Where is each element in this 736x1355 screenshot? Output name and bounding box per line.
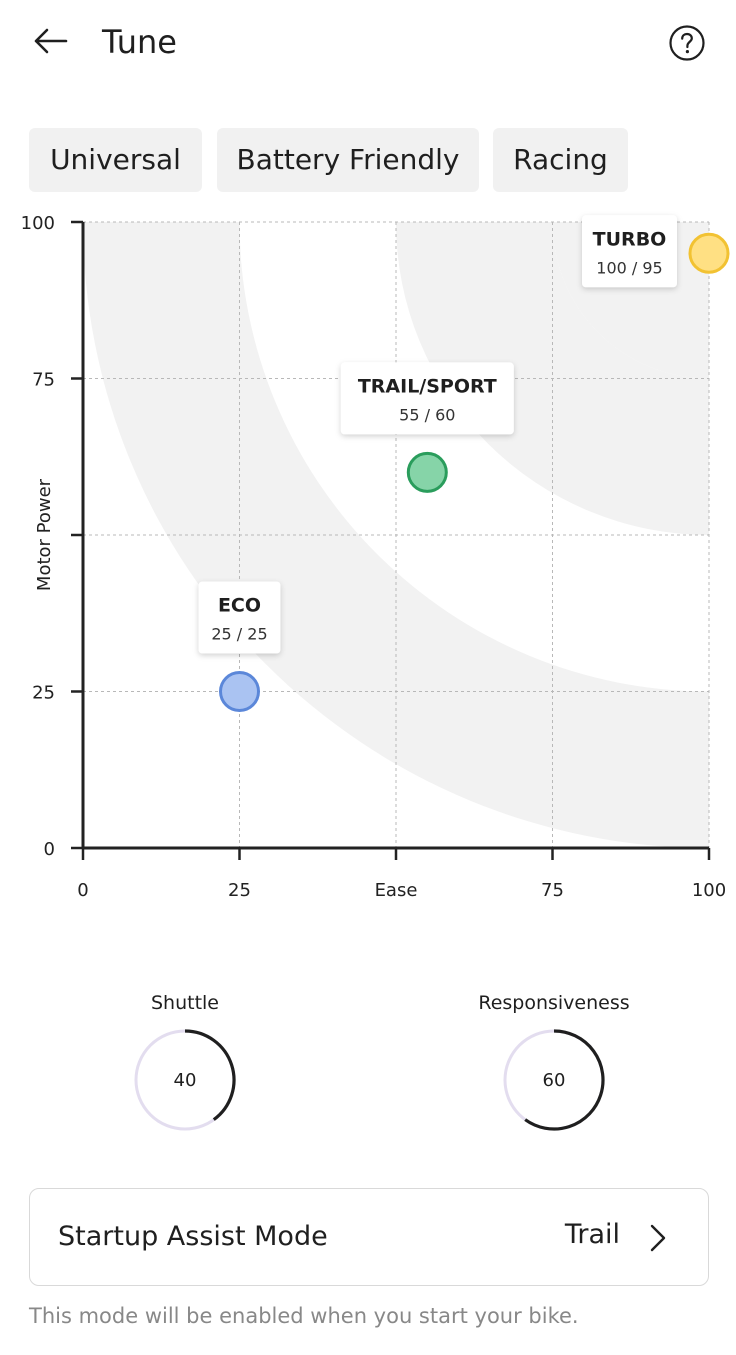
responsiveness-dial[interactable] <box>502 1028 606 1132</box>
point-name: TRAIL/SPORT <box>358 375 497 397</box>
startup-assist-mode-value: Trail <box>564 1219 620 1250</box>
chart-ticks: 0 0 25 25 Ease 75 75 100 100 <box>21 213 727 901</box>
question-circle-icon <box>669 25 705 61</box>
y-tick-label: 0 <box>44 839 55 860</box>
chevron-right-icon <box>650 1224 666 1252</box>
point-name: TURBO <box>593 228 667 250</box>
shuttle-dial[interactable] <box>133 1028 237 1132</box>
point-card <box>582 215 677 288</box>
startup-assist-mode-row[interactable]: Startup Assist Mode Trail <box>29 1188 709 1286</box>
x-tick-label: 25 <box>228 880 251 901</box>
preset-racing-button[interactable]: Racing <box>493 128 628 192</box>
header: Tune <box>0 0 736 90</box>
preset-universal-button[interactable]: Universal <box>29 128 202 192</box>
x-tick-label: 0 <box>77 880 88 901</box>
x-tick-label: 100 <box>692 880 726 901</box>
shuttle-label: Shuttle <box>150 992 219 1014</box>
point-card <box>340 362 514 435</box>
dial-progress-arc <box>184 1029 236 1121</box>
dial-progress-arc <box>524 1029 605 1131</box>
y-tick-label: 100 <box>21 213 55 234</box>
responsiveness-value: 60 <box>542 1070 566 1091</box>
arrow-left-icon <box>34 28 68 54</box>
x-tick-label: 75 <box>541 880 564 901</box>
point-card <box>198 581 281 654</box>
startup-assist-mode-label: Startup Assist Mode <box>58 1221 328 1252</box>
startup-note: This mode will be enabled when you start… <box>29 1304 579 1328</box>
point-name: ECO <box>218 595 261 617</box>
point-marker[interactable] <box>406 451 448 493</box>
tune-chart[interactable]: 0 0 25 25 Ease 75 75 100 100 ECO 25 / 25 TRAIL/SPO… <box>0 200 736 920</box>
chart-grid <box>83 221 710 848</box>
help-button[interactable] <box>668 24 706 62</box>
point-marker[interactable] <box>688 232 730 274</box>
responsiveness-label: Responsiveness <box>478 992 630 1014</box>
y-tick-label: 75 <box>32 370 55 391</box>
point-value-label: 25 / 25 <box>211 625 267 644</box>
chart-points[interactable]: ECO 25 / 25 TRAIL/SPORT 55 / 60 TURBO 100 / 9… <box>198 215 730 712</box>
point-value-label: 100 / 95 <box>596 258 662 277</box>
shuttle-value: 40 <box>173 1070 197 1091</box>
y-axis-label: Motor Power <box>34 478 55 591</box>
point-marker[interactable] <box>219 671 260 712</box>
point-turbo[interactable]: TURBO 100 / 95 <box>582 215 730 288</box>
x-tick-label: Ease <box>375 880 418 901</box>
back-button[interactable] <box>30 22 74 62</box>
preset-battery-friendly-button[interactable]: Battery Friendly <box>217 128 479 192</box>
y-tick-label: 25 <box>32 683 55 704</box>
point-eco[interactable]: ECO 25 / 25 <box>198 581 281 712</box>
point-value-label: 55 / 60 <box>399 405 455 424</box>
page-title: Tune <box>102 23 177 61</box>
point-trail-sport[interactable]: TRAIL/SPORT 55 / 60 <box>340 362 514 493</box>
